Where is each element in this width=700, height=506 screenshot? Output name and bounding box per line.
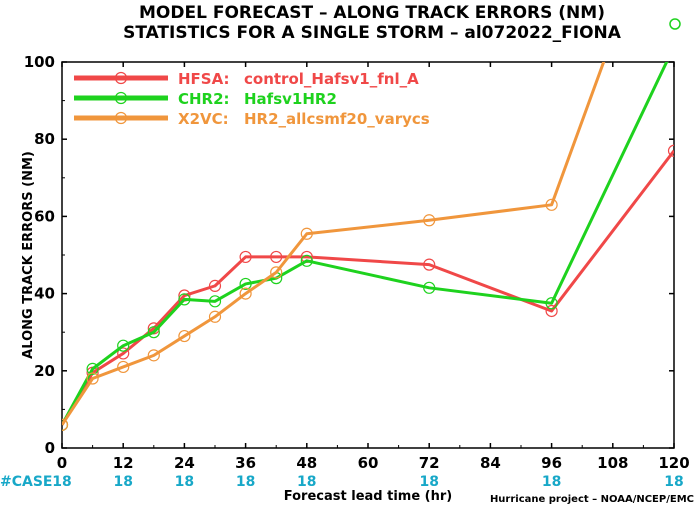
x-tick-label: 36 bbox=[235, 454, 256, 472]
plot-area: 0 12 24 36 48 60 72 84 96 108 120 0 20 40 60 80 100 HFSA:… bbox=[24, 41, 690, 472]
series-3-point bbox=[86, 372, 99, 385]
y-tick-label: 100 bbox=[24, 53, 55, 71]
y-tick-label: 40 bbox=[34, 285, 55, 303]
case-count: 18 bbox=[52, 474, 71, 490]
series-2-point bbox=[147, 326, 160, 339]
series-3-point bbox=[239, 287, 252, 300]
legend-desc-2: Hafsv1HR2 bbox=[244, 90, 337, 108]
legend-desc-3: HR2_allcsmf20_varycs bbox=[244, 110, 430, 128]
credit-text: Hurricane project – NOAA/NCEP/EMC bbox=[490, 494, 694, 505]
x-tick-label: 96 bbox=[541, 454, 562, 472]
case-count: 18 bbox=[419, 474, 438, 490]
legend-name-2: CHR2: bbox=[178, 90, 230, 108]
x-tick-label: 48 bbox=[296, 454, 317, 472]
series-2-point bbox=[300, 254, 313, 267]
series-2-point bbox=[545, 297, 558, 310]
series-1-point bbox=[208, 279, 222, 292]
legend-desc-1: control_Hafsv1_fnl_A bbox=[244, 70, 419, 88]
series-3-point bbox=[545, 198, 558, 211]
series-3-point bbox=[208, 310, 222, 323]
chart-subtitle: STATISTICS FOR A SINGLE STORM – al072022… bbox=[123, 23, 622, 43]
x-tick-label: 120 bbox=[658, 454, 689, 472]
y-tick-label: 0 bbox=[45, 439, 55, 457]
series-2-point bbox=[669, 41, 680, 52]
series-1-point bbox=[117, 347, 130, 360]
corner-circle-marker bbox=[669, 18, 681, 30]
x-tick-label: 108 bbox=[597, 454, 628, 472]
legend: HFSA: control_Hafsv1_fnl_A CHR2: Hafsv1HR2 X… bbox=[74, 70, 430, 128]
legend-marker-1 bbox=[114, 71, 128, 85]
x-tick-label: 84 bbox=[480, 454, 501, 472]
series-3-point bbox=[270, 266, 283, 279]
series-2-point bbox=[117, 339, 130, 352]
series-2-point bbox=[208, 295, 222, 308]
case-count: 18 bbox=[664, 474, 683, 490]
y-tick-label: 80 bbox=[34, 130, 55, 148]
x-tick-label: 24 bbox=[174, 454, 195, 472]
legend-name-3: X2VC: bbox=[178, 110, 229, 128]
x-tick-label: 72 bbox=[419, 454, 440, 472]
y-tick-label: 20 bbox=[34, 362, 55, 380]
case-count: 18 bbox=[236, 474, 255, 490]
x-tick-label: 0 bbox=[57, 454, 67, 472]
series-3-point bbox=[117, 360, 130, 374]
case-count: 18 bbox=[297, 474, 316, 490]
series-2-point bbox=[423, 281, 436, 294]
x-tick-label: 12 bbox=[113, 454, 134, 472]
series-3-point bbox=[300, 227, 313, 240]
series-3-point bbox=[62, 418, 69, 431]
series-2-point bbox=[239, 277, 252, 291]
case-count: 18 bbox=[542, 474, 561, 490]
case-count: 18 bbox=[113, 474, 132, 490]
case-count: 18 bbox=[175, 474, 194, 490]
legend-name-1: HFSA: bbox=[178, 70, 230, 88]
y-tick-label: 60 bbox=[34, 207, 55, 225]
series-line-2 bbox=[62, 62, 669, 426]
series-3-point bbox=[147, 349, 160, 362]
series-1-point bbox=[239, 250, 252, 264]
series-1-point bbox=[423, 258, 436, 271]
series-group bbox=[62, 41, 680, 431]
x-axis-label: Forecast lead time (hr) bbox=[284, 489, 452, 504]
series-3-point bbox=[178, 329, 191, 343]
series-2-point bbox=[178, 293, 191, 306]
series-2-point bbox=[86, 362, 99, 375]
series-1-point bbox=[667, 144, 674, 157]
chart-title: MODEL FORECAST – ALONG TRACK ERRORS (NM) bbox=[139, 3, 605, 23]
legend-marker-3 bbox=[114, 111, 128, 125]
series-1-point bbox=[545, 304, 558, 318]
y-axis-label: ALONG TRACK ERRORS (NM) bbox=[21, 151, 36, 359]
case-label: #CASE bbox=[0, 474, 53, 490]
x-tick-label: 60 bbox=[358, 454, 379, 472]
legend-marker-2 bbox=[114, 91, 128, 105]
series-1-point bbox=[270, 250, 283, 264]
series-line-1 bbox=[62, 149, 674, 426]
series-3-point bbox=[423, 214, 436, 227]
